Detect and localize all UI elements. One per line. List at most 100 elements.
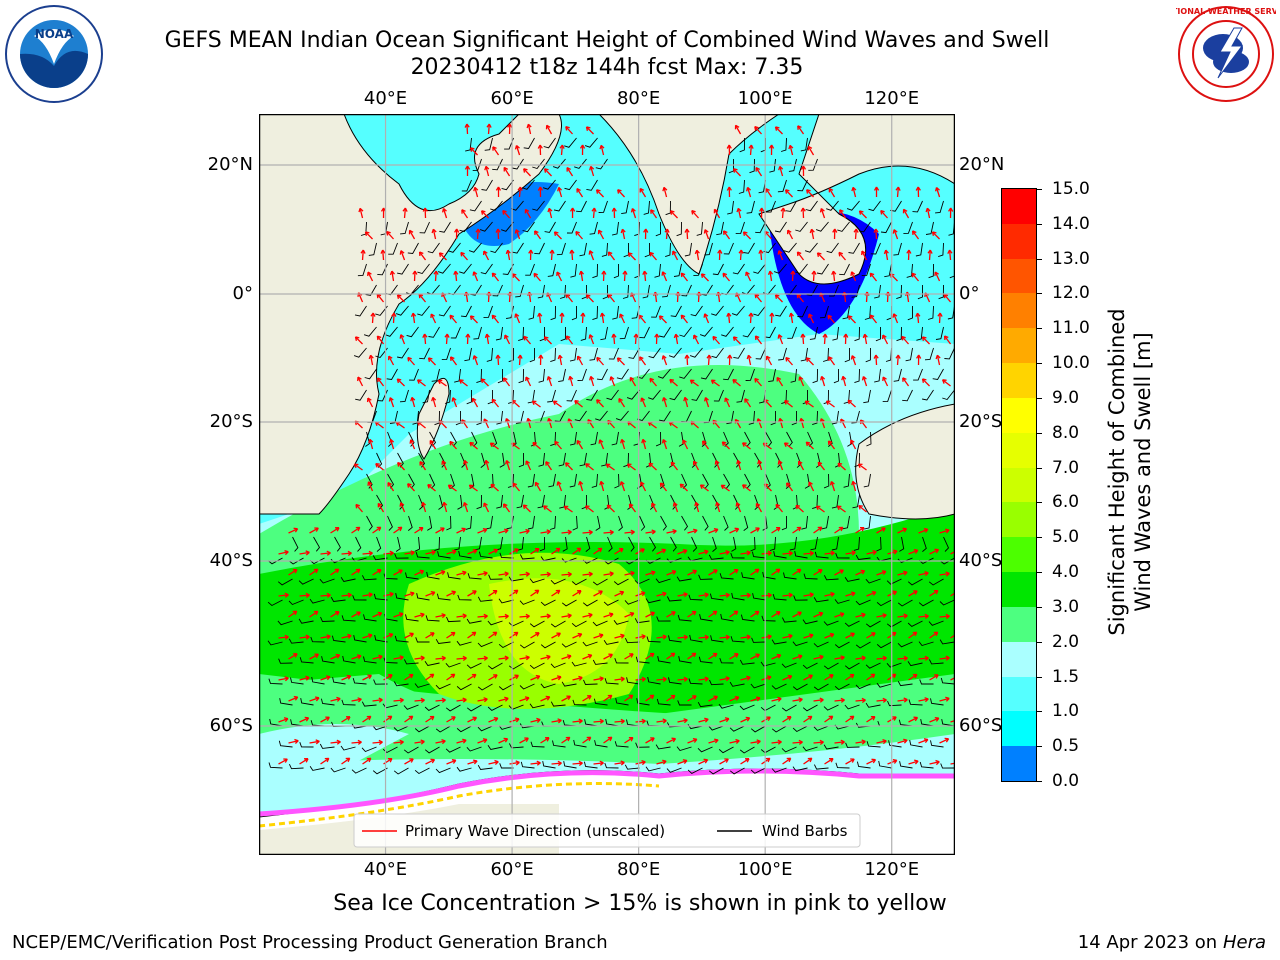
wind-barb — [418, 494, 424, 510]
wave-arrow-head — [532, 441, 537, 447]
wave-arrow — [764, 231, 773, 240]
wave-arrow-head — [482, 738, 488, 744]
wave-arrow — [631, 208, 637, 219]
wind-barb — [628, 347, 640, 359]
wave-arrow — [414, 657, 425, 660]
wave-arrow-head — [921, 336, 927, 341]
wave-arrow — [561, 573, 572, 576]
wave-arrow — [395, 421, 405, 429]
wind-barb — [741, 572, 755, 580]
colorbar-label: 8.0 — [1052, 422, 1080, 443]
wave-arrow — [435, 527, 445, 534]
wave-arrow-head — [819, 654, 824, 660]
wind-barb — [660, 473, 665, 489]
wave-arrow-head — [489, 442, 495, 448]
wave-arrow-head — [849, 715, 855, 721]
wave-arrow-head — [451, 716, 456, 721]
wave-arrow-head — [483, 502, 488, 508]
wave-arrow-head — [638, 356, 644, 361]
wind-barb — [309, 765, 325, 771]
wave-arrow-head — [828, 356, 833, 361]
wave-arrow-head — [870, 673, 876, 679]
wind-barb — [455, 410, 461, 426]
wave-arrow-head — [360, 249, 366, 254]
wave-arrow-head — [871, 632, 876, 637]
wave-arrow-head — [843, 333, 849, 338]
wave-arrow — [519, 615, 530, 618]
wind-barb — [397, 347, 409, 359]
wave-arrow — [789, 145, 794, 156]
wave-arrow — [523, 335, 532, 345]
wind-barb — [519, 599, 535, 605]
wave-arrow — [365, 231, 373, 240]
wave-arrow-head — [662, 186, 668, 192]
wind-barb — [477, 596, 493, 602]
colorbar-swatch — [1002, 223, 1036, 259]
wave-arrow-head — [471, 631, 477, 637]
wave-arrow-head — [376, 335, 382, 341]
wind-barb — [444, 389, 451, 404]
wave-arrow — [761, 552, 772, 555]
wave-arrow-head — [767, 270, 774, 276]
wave-arrow-head — [780, 207, 786, 212]
wind-barb — [437, 551, 451, 559]
wave-arrow — [330, 741, 341, 744]
wave-arrow — [351, 655, 362, 660]
wave-arrow-head — [546, 529, 551, 535]
wave-arrow-head — [819, 208, 825, 213]
wave-arrow-head — [544, 737, 550, 742]
wave-arrow — [534, 481, 542, 492]
wind-barb — [792, 641, 808, 647]
wave-arrow-head — [502, 377, 508, 382]
wave-arrow — [576, 440, 584, 450]
wind-barb — [357, 263, 367, 277]
wave-arrow — [404, 715, 414, 723]
wave-arrow — [427, 484, 436, 492]
wave-arrow-head — [578, 718, 583, 724]
wind-barb — [716, 221, 724, 236]
wave-arrow — [669, 421, 678, 429]
wave-arrow-head — [367, 271, 372, 277]
wave-arrow — [619, 313, 626, 324]
colorbar-label: 14.0 — [1052, 213, 1090, 234]
wave-arrow-head — [891, 631, 897, 637]
wave-arrow — [487, 123, 490, 135]
wave-arrow-head — [599, 480, 605, 486]
wave-arrow — [565, 293, 574, 303]
wind-barb — [425, 615, 440, 622]
wave-arrow — [698, 636, 709, 639]
wave-arrow — [666, 530, 677, 534]
wave-arrow-head — [534, 481, 540, 487]
wind-barb — [699, 614, 713, 622]
wind-barb — [764, 326, 776, 339]
wind-barb — [906, 263, 913, 278]
wave-arrow-head — [617, 189, 622, 194]
lon-tick-top: 80°E — [616, 88, 661, 109]
wave-arrow — [740, 551, 751, 555]
wave-arrow-head — [421, 501, 427, 507]
wave-arrow — [918, 572, 929, 576]
wave-arrow-head — [736, 459, 742, 465]
wind-barb — [943, 536, 950, 552]
wind-barb — [540, 599, 556, 606]
wave-arrow — [491, 398, 500, 408]
wave-arrow — [389, 397, 395, 408]
wind-barb — [435, 638, 451, 644]
wave-arrow — [330, 611, 340, 618]
wind-barb — [441, 347, 451, 361]
wave-arrow-head — [765, 757, 771, 763]
wave-arrow — [792, 611, 802, 618]
wave-arrow-head — [714, 460, 720, 465]
lon-tick-top: 100°E — [737, 88, 793, 109]
wave-arrow-head — [524, 737, 529, 743]
wave-arrow-head — [924, 570, 929, 577]
wind-barb — [366, 473, 373, 489]
wind-barb — [751, 637, 766, 643]
wind-barb — [570, 263, 577, 278]
lat-tick-left: 40°S — [209, 550, 253, 571]
wind-barb — [819, 305, 829, 319]
wave-arrow — [701, 273, 709, 282]
colorbar — [1001, 188, 1037, 782]
wind-barb — [365, 431, 371, 447]
wind-barb — [739, 137, 745, 153]
